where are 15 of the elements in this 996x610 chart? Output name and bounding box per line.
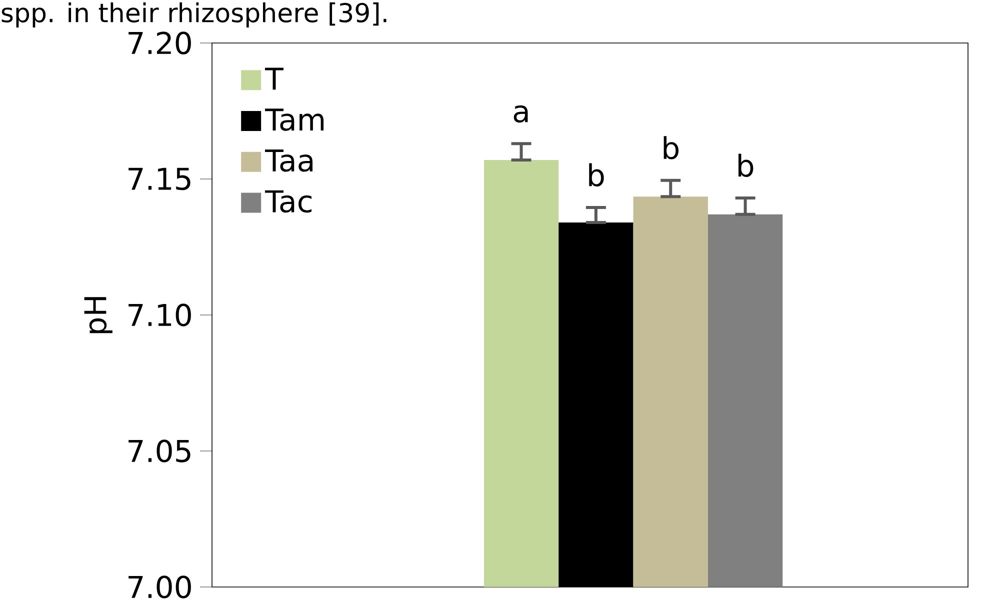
y-tick-label: 7.20 [128, 32, 191, 54]
data-label: b [664, 136, 679, 160]
y-axis-title: pH [84, 297, 112, 334]
legend-label: Taa [264, 149, 313, 172]
y-tick-label: 7.05 [128, 440, 190, 462]
legend-label: Tac [264, 190, 312, 213]
data-label: b [738, 154, 754, 177]
y-tick-label: 7.10 [128, 304, 191, 326]
legend-label: Tam [264, 108, 324, 131]
y-tick-label: 7.15 [128, 168, 190, 190]
text: spp. in their rhizosphere [39]. [2, 2, 386, 28]
y-tick-label: 7.00 [128, 576, 191, 598]
data-label: b [589, 163, 604, 186]
legend-label: T [264, 68, 284, 90]
data-label: a [514, 105, 528, 123]
